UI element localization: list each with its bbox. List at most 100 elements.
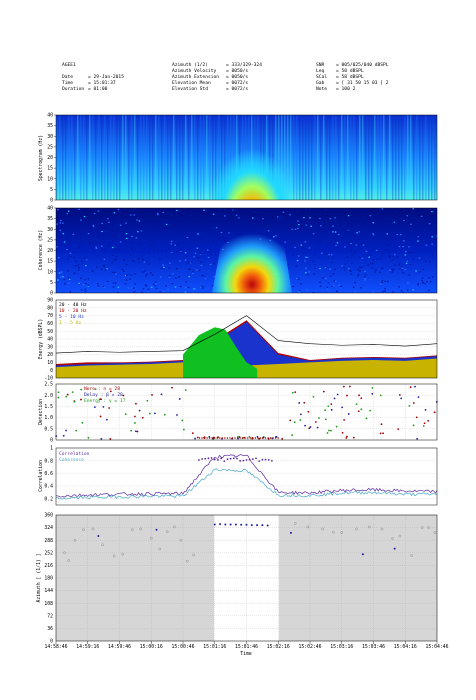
coherence-speck (391, 291, 394, 293)
coherence-speck (187, 233, 189, 235)
coherence-speck (309, 228, 312, 231)
gab-value: = [ 31 50 15 03 ] 2 (336, 80, 389, 86)
coherence-speck (129, 231, 132, 234)
coherence-speck (153, 250, 156, 252)
coherence-speck (431, 254, 434, 256)
coherence-speck (131, 287, 133, 289)
coherence-speck (333, 280, 336, 282)
coherence-speck (106, 280, 109, 283)
coherence-speck (167, 247, 170, 249)
coherence-speck (381, 267, 384, 269)
coherence-speck (103, 231, 105, 233)
coherence-speck (159, 291, 161, 293)
coherence-speck (97, 285, 100, 287)
coherence-speck (431, 243, 433, 245)
coherence-speck (382, 252, 384, 255)
spectrogram-streak (368, 115, 370, 200)
coherence-speck (353, 237, 356, 239)
spectrogram-streak (179, 115, 181, 200)
coherence-speck (215, 217, 218, 219)
correlation-peak-point (245, 459, 248, 461)
coherence-speck (93, 212, 96, 215)
azimuth-background-point (130, 528, 134, 532)
detection-point (181, 419, 184, 422)
coherence-speck (298, 291, 301, 293)
coherence-speck (112, 282, 115, 284)
coherence-speck (75, 208, 77, 210)
coherence-speck (347, 229, 349, 231)
spectrogram-streak (347, 115, 349, 200)
coherence-speck (344, 246, 346, 248)
coherence-speck (334, 231, 337, 233)
spectrogram-streak (59, 115, 61, 200)
coherence-speck (307, 273, 309, 276)
coherence-speck (414, 231, 417, 234)
coherence-speck (359, 270, 361, 272)
y-tick-label: 25 (47, 237, 53, 243)
y-tick-label: 15 (47, 166, 53, 172)
coherence-speck (97, 223, 100, 225)
coherence-speck (69, 252, 72, 254)
coherence-speck (170, 240, 173, 243)
detection-point (178, 398, 181, 400)
y-tick-label: 288 (44, 538, 53, 544)
coherence-speck (59, 222, 62, 224)
spectrogram-streak (404, 115, 406, 200)
leq-value: = 50 dBSPL (336, 68, 364, 74)
y-tick-label: 30 (47, 134, 53, 140)
coherence-speck (138, 220, 141, 222)
coherence-speck (425, 241, 428, 243)
coherence-speck (428, 223, 431, 225)
spectrogram-ylabel: Spectrogram (Hz) (38, 135, 44, 181)
detection-point (196, 436, 199, 439)
coherence-speck (80, 289, 83, 291)
energy-areas (55, 315, 438, 378)
detection-legend-entry: Delay : β = 28 (84, 392, 123, 398)
detection-point (136, 430, 139, 433)
coherence-speck (416, 235, 419, 237)
spectrogram-streak (191, 115, 193, 200)
coherence-speck (292, 216, 294, 218)
coherence-speck (394, 264, 397, 266)
coherence-speck (179, 250, 182, 253)
coherence-speck (334, 217, 336, 219)
coherence-speck (129, 278, 132, 280)
spectrogram-streak (419, 115, 421, 200)
coherence-speck (408, 246, 410, 248)
coherence-speck (116, 218, 118, 220)
detection-event-marker (206, 437, 208, 439)
coherence-speck (95, 247, 98, 249)
coherence-speck (305, 256, 307, 258)
correlation-peak-point (232, 457, 235, 460)
coherence-ylabel: Coherence (Hz) (38, 230, 44, 270)
coherence-speck (162, 211, 165, 214)
coherence-speck (382, 291, 385, 293)
spectrogram-streak (320, 115, 322, 200)
coherence-speck (213, 276, 216, 278)
coherence-speck (372, 233, 374, 235)
coherence-speck (365, 250, 368, 252)
coherence-speck (401, 269, 403, 271)
coherence-speck (297, 210, 300, 212)
detection-event-marker (198, 437, 201, 439)
x-tick-label: 14:58:46 (44, 644, 67, 650)
coherence-speck (321, 249, 324, 251)
coherence-speck (105, 269, 107, 271)
detection-point (330, 429, 332, 432)
coherence-speck (134, 208, 136, 210)
coherence-speck (396, 256, 399, 258)
coherence-speck (369, 243, 372, 246)
coherence-speck (389, 256, 391, 258)
coherence-speck (420, 221, 423, 223)
coherence-speck (350, 255, 353, 257)
coherence-speck (289, 212, 291, 214)
coherence-speck (319, 267, 321, 270)
detection-point (358, 394, 360, 397)
detection-point (109, 390, 112, 393)
coherence-speck (341, 265, 343, 267)
coherence-speck (319, 223, 322, 225)
coherence-speck (194, 288, 197, 290)
coherence-speck (118, 249, 120, 251)
coherence-speck (290, 213, 293, 215)
